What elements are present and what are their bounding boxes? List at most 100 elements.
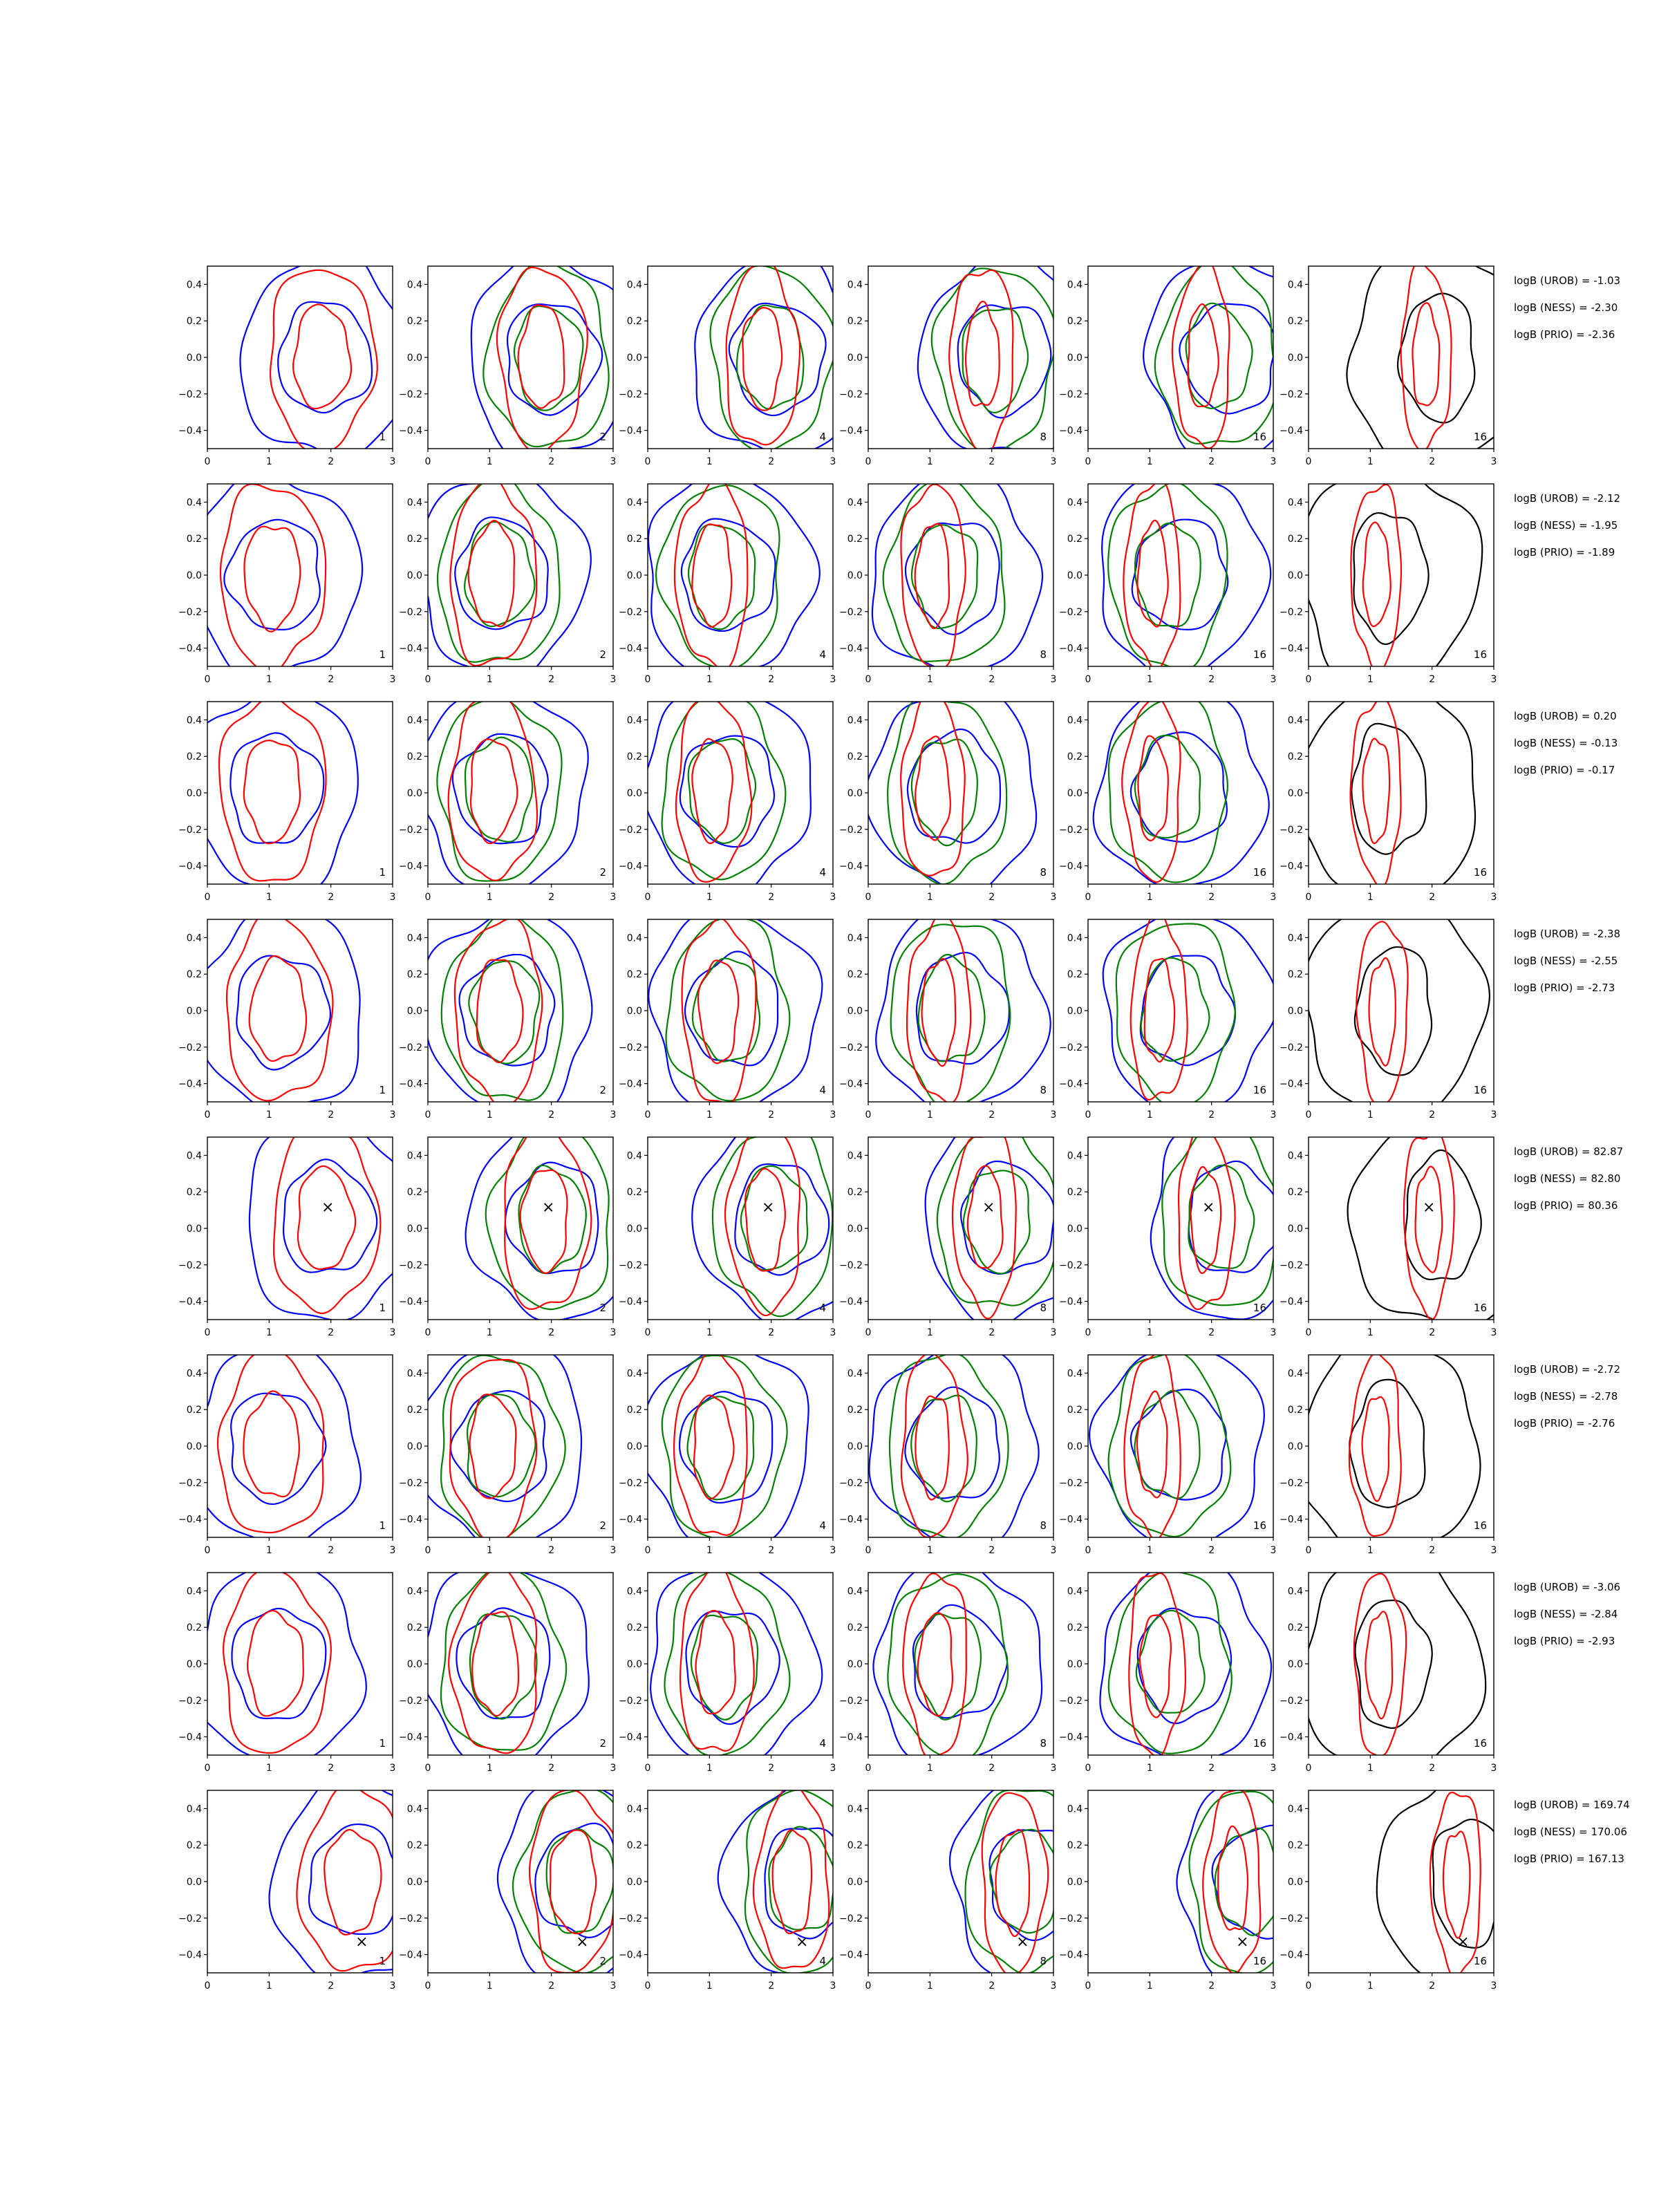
red-contour-inner [1190,1165,1222,1275]
axes-frame [207,919,393,1103]
y-tick-label: 0.4 [627,1586,642,1597]
y-tick-label: 0.0 [627,1877,642,1888]
blue-contour-outer [239,266,393,449]
green-contour-outer [888,1355,1009,1537]
panel-r2-c4: −0.4 −0.2 0.0 0.2 0.4 0 1 2 3 8 [839,483,1056,685]
x-tick-label: 2 [1429,1109,1435,1121]
y-tick-label: −0.2 [399,1913,422,1924]
y-tick-label: 0.0 [1288,570,1303,581]
x-tick-label: 0 [865,456,872,467]
axes-frame [1087,1572,1274,1756]
red-contour-inner [247,1610,304,1717]
red-contour-inner [469,738,518,845]
panel-r6-c2: −0.4 −0.2 0.0 0.2 0.4 0 1 2 3 2 [399,1354,617,1556]
blue-contour-inner [1130,731,1228,843]
x-tick-label: 3 [830,1763,836,1774]
contour-group [871,484,1044,666]
blue-contour-inner [959,1160,1053,1275]
green-contour-outer [1161,1137,1273,1306]
panel-label: 4 [819,1302,826,1314]
x-tick-label: 1 [927,456,933,467]
blue-contour-inner [734,1163,830,1276]
blue-contour-outer [1102,919,1273,1102]
x-tick-label: 2 [328,1545,334,1556]
blue-contour-inner [906,728,1002,844]
contour-group [648,1355,809,1537]
x-tick-label: 0 [1306,1327,1312,1338]
contour-group [268,1790,393,1973]
green-contour-inner [962,308,1029,414]
y-tick-label: 0.4 [407,1803,422,1815]
x-tick-label: 3 [1051,456,1057,467]
x-tick-label: 3 [830,1545,836,1556]
blue-contour-inner [904,1386,1000,1499]
blue-contour-outer [470,266,613,449]
y-tick-label: −0.2 [619,1913,642,1924]
green-contour-inner [545,1828,613,1934]
contour-group [1150,1137,1273,1320]
x-tick-label: 1 [1147,674,1153,685]
green-contour-outer [930,268,1053,449]
panel-r1-c1: −0.4 −0.2 0.0 0.2 0.4 0 1 2 3 1 [178,265,395,467]
contour-group [1347,1137,1494,1320]
green-contour-outer [436,702,563,882]
green-contour-outer [661,702,787,881]
green-contour-outer [440,919,564,1101]
y-tick-label: −0.4 [619,644,642,655]
y-tick-label: 0.2 [1288,1405,1303,1416]
y-tick-label: 0.2 [187,1622,202,1633]
blue-contour-inner [534,1822,613,1939]
contour-group [1089,1355,1265,1537]
y-tick-label: −0.2 [1059,825,1082,836]
x-tick-label: 3 [610,1545,617,1556]
y-tick-label: 0.2 [847,1187,863,1198]
blue-contour-outer [872,1573,1043,1755]
x-tick-label: 2 [1208,674,1215,685]
x-tick-label: 1 [1367,1109,1374,1121]
blue-contour-outer [1099,1573,1273,1755]
y-tick-label: −0.4 [178,1732,202,1743]
axes-frame [647,265,834,449]
green-contour-inner [687,738,757,845]
panel-r8-c2: × −0.4 −0.2 0.0 0.2 0.4 0 1 2 3 2 [399,1790,617,1991]
contour-group [428,1573,590,1755]
y-tick-label: −0.2 [399,1696,422,1707]
x-tick-label: 3 [1051,1980,1057,1991]
x-tick-label: 3 [830,892,836,903]
y-tick-label: 0.0 [187,570,202,581]
black-contour-outer [1309,1573,1487,1755]
x-tick-label: 3 [1271,1763,1277,1774]
x-tick-label: 2 [1429,1763,1435,1774]
red-contour-inner [467,520,515,628]
x-tick-label: 3 [830,1109,836,1121]
x-tick-label: 2 [548,1545,554,1556]
red-contour-outer [1429,1791,1481,1973]
x-tick-label: 3 [390,1980,396,1991]
y-tick-label: 0.0 [847,353,863,364]
contour-group [868,702,1038,884]
x-tick-label: 1 [1367,1980,1374,1991]
panel-label: 16 [1253,1955,1266,1967]
y-tick-label: −0.4 [839,1950,863,1961]
contour-group [428,1355,583,1537]
x-tick-label: 0 [1085,1109,1091,1121]
red-contour-inner [744,1168,786,1272]
y-tick-label: −0.2 [839,607,863,618]
y-tick-label: 0.4 [847,1368,863,1379]
panel-r8-c4: × −0.4 −0.2 0.0 0.2 0.4 0 1 2 3 8 [839,1790,1057,1991]
x-tick-label: 1 [487,1545,493,1556]
y-tick-label: 0.0 [187,353,202,364]
blue-contour-inner [458,953,556,1067]
panel-label: 8 [1040,1737,1047,1750]
logb-text: logB (UROB) = -2.38 [1514,928,1620,940]
y-tick-label: 0.2 [847,751,863,762]
x-tick-label: 2 [548,1763,554,1774]
y-tick-label: 0.0 [1288,1224,1303,1235]
x-tick-label: 3 [610,1980,617,1991]
y-tick-label: 0.4 [1067,1586,1082,1597]
panel-label: 1 [379,1737,386,1750]
panel-r7-c6: −0.4 −0.2 0.0 0.2 0.4 0 1 2 3 16 [1280,1572,1497,1774]
y-tick-label: −0.2 [1280,825,1303,836]
y-tick-label: −0.2 [1280,1478,1303,1489]
contour-group [1309,702,1477,884]
